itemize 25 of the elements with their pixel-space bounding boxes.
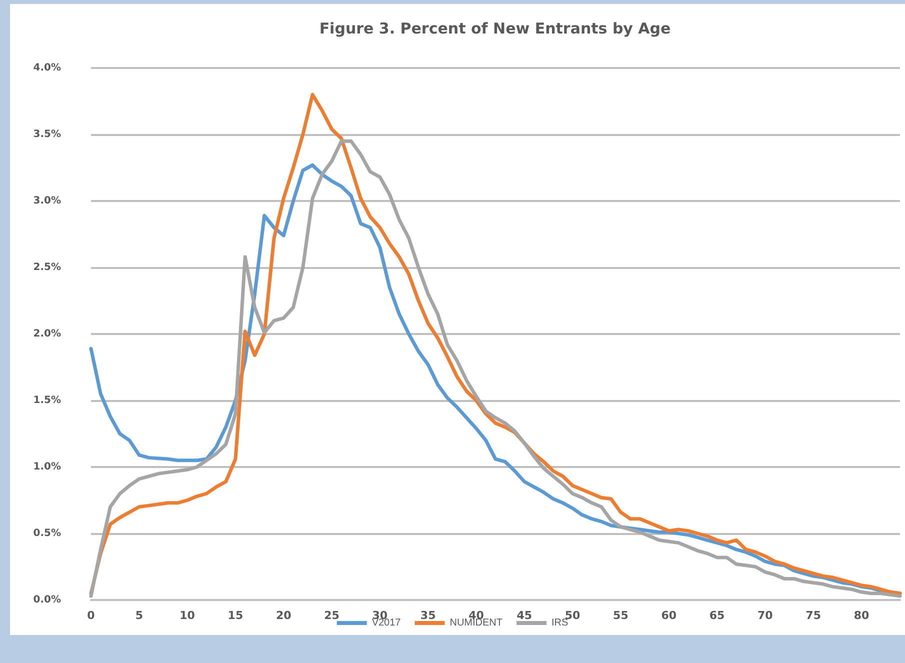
y-tick-label: 3.0% (33, 196, 61, 206)
x-tick-label: 5 (135, 609, 143, 622)
x-tick-label: 80 (854, 609, 870, 622)
x-tick-label: 0 (87, 609, 96, 622)
y-tick-label: 0.0% (33, 594, 61, 606)
x-tick-label: 15 (228, 609, 244, 622)
x-tick-label: 20 (276, 609, 292, 622)
x-tick-label: 70 (758, 609, 774, 622)
y-tick-label: 1.0% (33, 462, 61, 472)
y-tick-label: 4.0% (33, 62, 61, 74)
y-tick-label: 3.5% (33, 129, 61, 140)
x-tick-label: 35 (420, 609, 436, 622)
x-tick-label: 45 (516, 609, 532, 622)
y-tick-label: 2.0% (33, 328, 61, 340)
y-tick-label: 1.5% (33, 395, 61, 406)
x-tick-label: 65 (709, 609, 725, 622)
x-tick-label: 60 (661, 609, 677, 622)
x-tick-label: 75 (806, 609, 821, 622)
chart-title: Figure 3. Percent of New Entrants by Age (319, 20, 671, 38)
legend-label: IRS (552, 618, 569, 628)
x-tick-label: 55 (613, 609, 628, 622)
x-tick-label: 10 (180, 609, 196, 622)
y-tick-label: 0.5% (33, 528, 61, 539)
y-tick-label: 2.5% (33, 262, 61, 273)
x-tick-label: 25 (324, 609, 340, 622)
